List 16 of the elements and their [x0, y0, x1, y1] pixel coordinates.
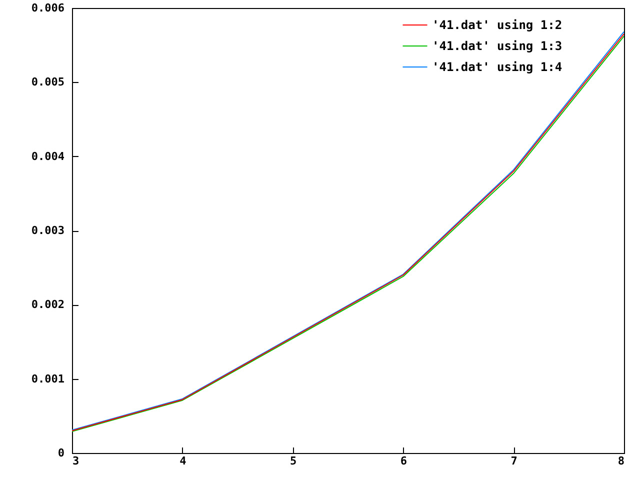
x-tick-label: 7 — [510, 454, 518, 468]
legend-label: '41.dat' using 1:3 — [432, 39, 562, 53]
y-tick-label: 0.002 — [31, 298, 64, 312]
x-tick-label: 6 — [400, 454, 408, 468]
x-tick-label: 4 — [180, 454, 187, 468]
y-tick-label: 0.004 — [31, 150, 65, 163]
legend-label: '41.dat' using 1:2 — [432, 18, 562, 32]
x-tick-label: 8 — [618, 454, 624, 468]
y-tick-label: 0.006 — [31, 2, 65, 14]
y-tick-label: 0.001 — [31, 372, 65, 386]
y-tick-label: 0.003 — [31, 224, 64, 237]
x-tick-label: 3 — [72, 454, 80, 468]
legend-label: '41.dat' using 1:4 — [432, 60, 562, 74]
y-tick-label: 0 — [58, 446, 64, 460]
y-tick-label: 0.005 — [31, 76, 64, 89]
x-tick-label: 5 — [290, 454, 297, 468]
